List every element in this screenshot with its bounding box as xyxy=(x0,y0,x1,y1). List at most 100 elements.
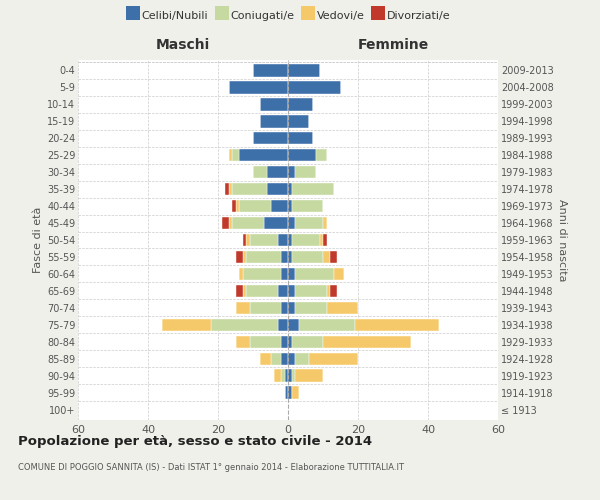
Bar xyxy=(277,284,288,298)
Bar xyxy=(232,182,267,196)
Bar xyxy=(292,336,323,348)
Bar xyxy=(281,370,284,382)
Legend: Celibi/Nubili, Coniugati/e, Vedovi/e, Divorziati/e: Celibi/Nubili, Coniugati/e, Vedovi/e, Di… xyxy=(121,6,455,25)
Bar xyxy=(281,302,288,314)
Bar xyxy=(260,115,288,128)
Bar xyxy=(309,352,358,365)
Bar xyxy=(295,370,323,382)
Bar xyxy=(323,336,410,348)
Bar xyxy=(323,216,326,230)
Bar xyxy=(288,268,295,280)
Bar xyxy=(288,216,295,230)
Bar xyxy=(288,250,292,264)
Bar xyxy=(292,386,299,399)
Bar xyxy=(239,200,271,212)
Bar xyxy=(288,132,313,144)
Bar xyxy=(320,234,323,246)
Bar xyxy=(288,370,292,382)
Bar xyxy=(288,302,295,314)
Bar xyxy=(232,200,235,212)
Bar xyxy=(235,284,242,298)
Bar xyxy=(250,302,281,314)
Bar xyxy=(292,234,320,246)
Bar xyxy=(288,166,295,178)
Bar xyxy=(295,268,334,280)
Bar xyxy=(288,81,341,94)
Bar xyxy=(229,182,232,196)
Bar xyxy=(288,318,299,332)
Bar xyxy=(277,234,288,246)
Bar xyxy=(288,336,292,348)
Bar xyxy=(211,318,277,332)
Bar xyxy=(281,336,288,348)
Bar xyxy=(316,148,326,162)
Bar xyxy=(239,268,242,280)
Bar xyxy=(253,64,288,76)
Bar xyxy=(253,166,267,178)
Bar xyxy=(229,81,288,94)
Bar xyxy=(221,216,229,230)
Bar xyxy=(288,148,316,162)
Bar xyxy=(271,200,288,212)
Bar xyxy=(235,302,250,314)
Bar xyxy=(267,166,288,178)
Bar xyxy=(277,318,288,332)
Bar xyxy=(323,250,330,264)
Bar xyxy=(260,98,288,110)
Bar xyxy=(162,318,211,332)
Bar xyxy=(292,370,295,382)
Bar xyxy=(288,98,313,110)
Bar xyxy=(260,352,271,365)
Bar xyxy=(323,234,326,246)
Text: Popolazione per età, sesso e stato civile - 2014: Popolazione per età, sesso e stato civil… xyxy=(18,434,372,448)
Bar xyxy=(326,284,330,298)
Bar xyxy=(232,148,239,162)
Bar xyxy=(271,352,281,365)
Bar xyxy=(288,182,292,196)
Bar xyxy=(288,64,320,76)
Bar xyxy=(229,216,232,230)
Y-axis label: Fasce di età: Fasce di età xyxy=(32,207,43,273)
Bar xyxy=(235,250,242,264)
Bar xyxy=(288,234,292,246)
Text: COMUNE DI POGGIO SANNITA (IS) - Dati ISTAT 1° gennaio 2014 - Elaborazione TUTTIT: COMUNE DI POGGIO SANNITA (IS) - Dati IST… xyxy=(18,464,404,472)
Bar xyxy=(250,336,281,348)
Bar xyxy=(281,352,288,365)
Bar xyxy=(242,268,281,280)
Bar xyxy=(326,302,358,314)
Bar xyxy=(242,284,246,298)
Bar xyxy=(288,386,292,399)
Y-axis label: Anni di nascita: Anni di nascita xyxy=(557,198,568,281)
Bar xyxy=(284,370,288,382)
Bar xyxy=(288,200,292,212)
Bar xyxy=(253,132,288,144)
Bar xyxy=(295,302,326,314)
Bar xyxy=(242,250,246,264)
Bar xyxy=(295,216,323,230)
Bar xyxy=(235,200,239,212)
Bar xyxy=(292,182,334,196)
Bar xyxy=(281,268,288,280)
Bar xyxy=(288,352,295,365)
Bar xyxy=(292,250,323,264)
Bar xyxy=(242,234,246,246)
Text: Maschi: Maschi xyxy=(156,38,210,52)
Bar xyxy=(246,250,281,264)
Bar xyxy=(246,284,277,298)
Bar xyxy=(281,250,288,264)
Bar xyxy=(330,250,337,264)
Bar xyxy=(250,234,277,246)
Bar xyxy=(274,370,281,382)
Text: Femmine: Femmine xyxy=(358,38,428,52)
Bar xyxy=(334,268,344,280)
Bar xyxy=(246,234,250,246)
Bar xyxy=(295,352,309,365)
Bar xyxy=(239,148,288,162)
Bar xyxy=(299,318,355,332)
Bar xyxy=(295,284,326,298)
Bar xyxy=(288,115,309,128)
Bar xyxy=(295,166,316,178)
Bar xyxy=(288,284,295,298)
Bar xyxy=(330,284,337,298)
Bar xyxy=(355,318,439,332)
